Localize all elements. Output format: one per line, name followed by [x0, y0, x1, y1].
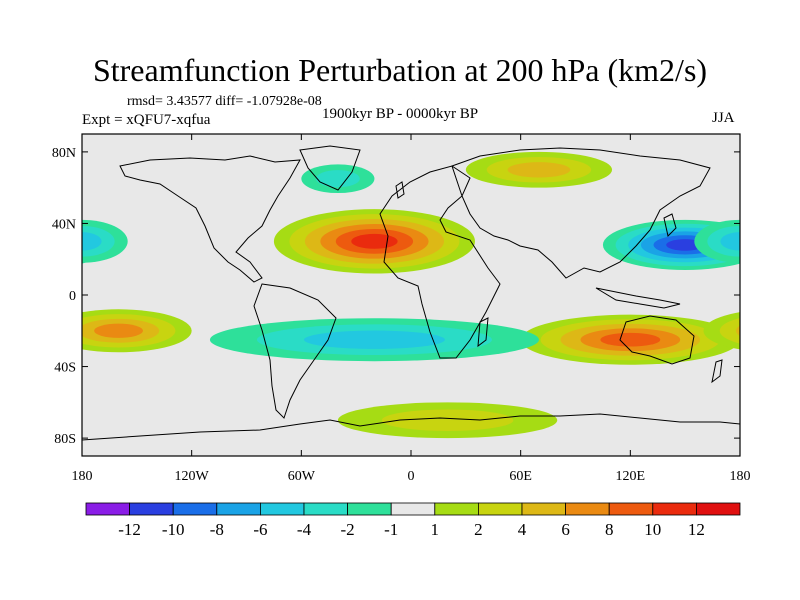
coast-europe-africa — [379, 165, 501, 359]
coast-japan — [663, 213, 677, 237]
y-tick-label: 40N — [52, 217, 76, 232]
map-axes: 80N 40N 0 40S 80S 180 120W 60W 0 60E 120E 180 — [52, 134, 751, 484]
contour-level-6 — [752, 324, 800, 338]
contour-level--8 — [0, 235, 59, 254]
season-label: JJA — [712, 110, 735, 126]
coast-australia — [619, 315, 695, 365]
contour-level-10 — [351, 233, 398, 249]
colorbar-box — [216, 502, 261, 516]
contour-level-2 — [719, 317, 740, 344]
colorbar-box — [521, 502, 566, 516]
field-feature-7 — [337, 402, 558, 439]
colorbar-label: -1 — [384, 520, 398, 539]
field-feature-6 — [465, 151, 613, 188]
coast-new-zealand — [711, 359, 723, 384]
contour-level-4 — [507, 162, 571, 178]
x-tick-label: 0 — [408, 469, 415, 484]
coast-indonesia — [595, 287, 681, 309]
coast-antarctica — [82, 413, 740, 441]
contour-level--4 — [82, 240, 85, 250]
colorbar-box — [85, 502, 130, 516]
colorbar-label: 10 — [644, 520, 661, 539]
contour-level-6 — [94, 323, 143, 338]
colorbar-box — [477, 502, 523, 516]
contour-level--4 — [82, 232, 102, 251]
colorbar-box — [129, 502, 174, 516]
streamfunction-field — [0, 151, 800, 439]
coast-greenland — [299, 145, 361, 191]
coastlines — [82, 145, 740, 441]
stats-line: rmsd= 3.43577 diff= -1.07928e-08 — [127, 94, 322, 109]
x-tick-label: 120W — [175, 469, 210, 484]
period-label: 1900kyr BP - 0000kyr BP — [322, 106, 479, 122]
colorbar-box — [652, 502, 697, 516]
contour-level-8 — [600, 332, 661, 347]
y-tick-label: 80N — [52, 146, 76, 161]
experiment-label: Expt = xQFU7-xqfua — [82, 112, 211, 128]
map-plot-area — [0, 134, 800, 456]
coast-asia — [451, 147, 711, 279]
x-tick-label: 120E — [616, 469, 646, 484]
field-feature-2 — [520, 314, 740, 365]
contour-level--4 — [720, 232, 740, 251]
colorbar-label: 2 — [474, 520, 483, 539]
contour-level-4 — [735, 325, 740, 336]
coast-south-america — [253, 283, 337, 419]
field-feature-5 — [82, 219, 740, 263]
contour-level--4 — [303, 330, 445, 349]
colorbar-box — [390, 502, 436, 516]
contour-level--10 — [8, 239, 46, 251]
colorbar-label: -2 — [341, 520, 355, 539]
y-tick-label: 0 — [69, 289, 76, 304]
coast-north-america — [119, 155, 301, 283]
colorbar-box — [696, 502, 741, 516]
y-tick-label: 80S — [54, 432, 76, 447]
field-feature-0 — [273, 209, 475, 274]
colorbar: -12 -10 -8 -6 -4 -2 -1 1 2 4 6 8 10 12 — [85, 502, 741, 539]
colorbar-label: -8 — [210, 520, 224, 539]
colorbar-box — [259, 502, 305, 516]
colorbar-label: -4 — [297, 520, 312, 539]
coast-madagascar — [477, 317, 489, 348]
colorbar-label: -10 — [162, 520, 185, 539]
x-tick-label: 180 — [72, 469, 93, 484]
colorbar-box — [434, 502, 479, 516]
contour-level--6 — [0, 231, 71, 258]
contour-level-2 — [381, 409, 514, 431]
colorbar-box — [172, 502, 218, 516]
colorbar-label: -6 — [253, 520, 267, 539]
x-tick-label: 60W — [288, 469, 316, 484]
x-tick-label: 60E — [509, 469, 532, 484]
colorbar-label: 6 — [561, 520, 570, 539]
colorbar-label: 8 — [605, 520, 614, 539]
coast-british-isles — [395, 181, 405, 199]
colorbar-label: 4 — [518, 520, 527, 539]
field-feature-3 — [82, 309, 800, 353]
colorbar-box — [347, 502, 392, 516]
field-feature-8 — [301, 164, 375, 194]
colorbar-box — [565, 502, 610, 516]
field-feature-4 — [209, 318, 539, 362]
x-tick-label: 180 — [730, 469, 751, 484]
colorbar-box — [608, 502, 654, 516]
colorbar-label: 1 — [431, 520, 440, 539]
y-tick-label: 40S — [54, 361, 76, 376]
colorbar-label: 12 — [688, 520, 705, 539]
contour-level--2 — [315, 170, 360, 188]
colorbar-box — [303, 502, 348, 516]
map-title: Streamfunction Perturbation at 200 hPa (… — [92, 52, 708, 88]
colorbar-label: -12 — [118, 520, 141, 539]
